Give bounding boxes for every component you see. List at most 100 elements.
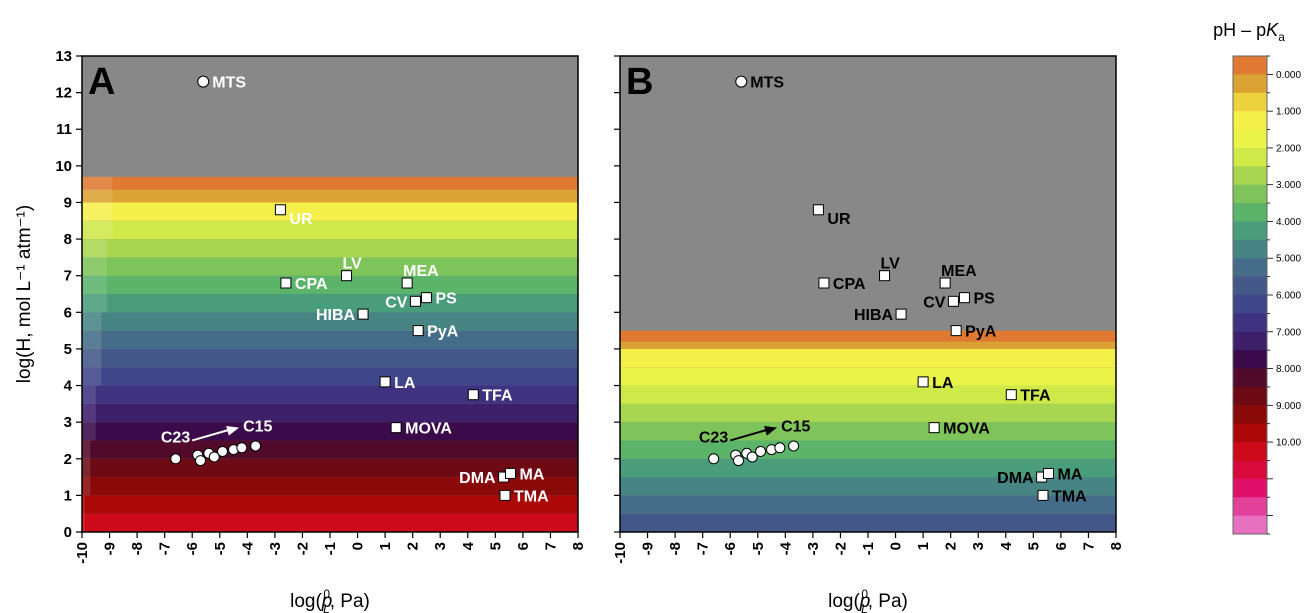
heat-band xyxy=(620,440,1116,459)
y-tick-label: 8 xyxy=(64,231,72,248)
colorbar-segment xyxy=(1233,331,1267,351)
point-label: CV xyxy=(385,294,408,311)
point-label: MEA xyxy=(403,263,439,280)
y-tick-label: 13 xyxy=(55,48,72,65)
x-axis-title: log(p0 L, Pa) xyxy=(290,587,370,613)
point-label: TFA xyxy=(482,388,513,405)
point-label: MA xyxy=(1057,466,1082,483)
heat-band xyxy=(82,440,578,459)
heat-band xyxy=(82,403,578,423)
panel-a: -10 -9 -8 -7 -6 -5 -4 -3 -2 -1 0 1 2 3 4 5 6 7 80123456789… xyxy=(14,48,587,613)
data-point xyxy=(499,489,511,501)
point-label: CV xyxy=(923,294,946,311)
point-label: TMA xyxy=(514,488,549,505)
heat-band xyxy=(82,477,578,496)
x-tick-label: -9 xyxy=(640,542,657,555)
x-tick-label: 7 xyxy=(542,542,559,550)
y-tick-label: 4 xyxy=(64,378,73,395)
colorbar-segment xyxy=(1233,184,1267,204)
arrow-start-label: C23 xyxy=(161,429,190,446)
colorbar-segment xyxy=(1233,368,1267,388)
point-label: PyA xyxy=(965,324,997,341)
colorbar-segment xyxy=(1233,203,1267,222)
heat-band xyxy=(82,189,578,203)
x-tick-label: 0 xyxy=(888,542,905,550)
heat-band xyxy=(82,275,578,294)
heat-band xyxy=(620,422,1116,441)
colorbar-segment xyxy=(1233,147,1267,167)
colorbar-segment xyxy=(1233,92,1267,112)
point-label: LV xyxy=(343,256,363,273)
point-label: PS xyxy=(973,291,995,308)
colorbar-segment xyxy=(1233,295,1267,314)
heat-band xyxy=(620,477,1116,496)
point-label: DMA xyxy=(459,470,496,487)
x-tick-label: 4 xyxy=(460,541,477,550)
heat-band xyxy=(620,495,1116,514)
edge-step xyxy=(82,312,102,386)
y-axis-title: log(H, mol L⁻¹ atm⁻¹) xyxy=(14,205,35,383)
point-label: CPA xyxy=(833,276,866,293)
colorbar-segment xyxy=(1233,166,1267,186)
heat-band xyxy=(82,495,578,514)
data-point xyxy=(1005,389,1017,401)
point-label: DMA xyxy=(997,470,1034,487)
colorbar-segment xyxy=(1233,239,1267,259)
data-point xyxy=(895,308,907,320)
x-tick-label: 5 xyxy=(1025,542,1042,550)
alkane-point xyxy=(170,453,182,465)
colorbar-label: 3.000 xyxy=(1276,180,1301,191)
colorbar-label: 10.00 xyxy=(1276,438,1301,449)
colorbar-segment xyxy=(1233,276,1267,296)
alkane-point xyxy=(732,455,744,467)
data-point xyxy=(379,376,391,388)
heat-band xyxy=(82,330,578,349)
colorbar-segment xyxy=(1233,350,1267,370)
data-point xyxy=(420,292,432,304)
x-tick-label: -5 xyxy=(212,542,229,555)
data-point xyxy=(818,277,830,289)
x-tick-label: -1 xyxy=(322,542,339,555)
alkane-point xyxy=(788,440,800,452)
arrow-start-label: C23 xyxy=(699,429,728,446)
x-tick-label: 8 xyxy=(1108,542,1125,550)
data-point xyxy=(197,75,210,88)
colorbar-segment xyxy=(1233,515,1267,535)
alkane-point xyxy=(250,440,262,452)
colorbar-label: 8.000 xyxy=(1276,364,1301,375)
y-tick-label: 9 xyxy=(64,194,72,211)
colorbar-segment xyxy=(1233,313,1267,333)
heat-band xyxy=(82,202,578,221)
colorbar-segment xyxy=(1233,478,1267,498)
colorbar-segment xyxy=(1233,129,1267,149)
x-tick-label: -4 xyxy=(777,541,794,555)
heat-band xyxy=(620,348,1116,368)
y-tick-label: 3 xyxy=(64,414,72,431)
x-tick-label: 8 xyxy=(570,542,587,550)
colorbar-label: 6.000 xyxy=(1276,291,1301,302)
colorbar-segment xyxy=(1233,56,1267,75)
colorbar-segment xyxy=(1233,74,1267,94)
x-tick-label: 3 xyxy=(970,542,987,550)
heat-band xyxy=(82,385,578,404)
point-label: LA xyxy=(932,375,954,392)
x-tick-label: -8 xyxy=(667,542,684,555)
heat-band xyxy=(620,385,1116,404)
heat-band xyxy=(620,367,1116,386)
colorbar-segment xyxy=(1233,111,1267,131)
arrow-line xyxy=(729,428,770,442)
colorbar-label: 7.000 xyxy=(1276,327,1301,338)
x-tick-label: -3 xyxy=(267,542,284,555)
point-label: MA xyxy=(519,466,544,483)
point-label: LV xyxy=(881,256,901,273)
x-tick-label: -7 xyxy=(695,542,712,555)
point-label: HIBA xyxy=(316,307,356,324)
colorbar-label: 5.000 xyxy=(1276,254,1301,265)
colorbar-label: 1.000 xyxy=(1276,107,1301,118)
alkane-point xyxy=(194,455,206,467)
data-point xyxy=(274,204,286,216)
heat-band xyxy=(620,330,1116,342)
data-point xyxy=(928,422,940,434)
x-tick-label: 7 xyxy=(1080,542,1097,550)
heat-band xyxy=(82,220,578,240)
